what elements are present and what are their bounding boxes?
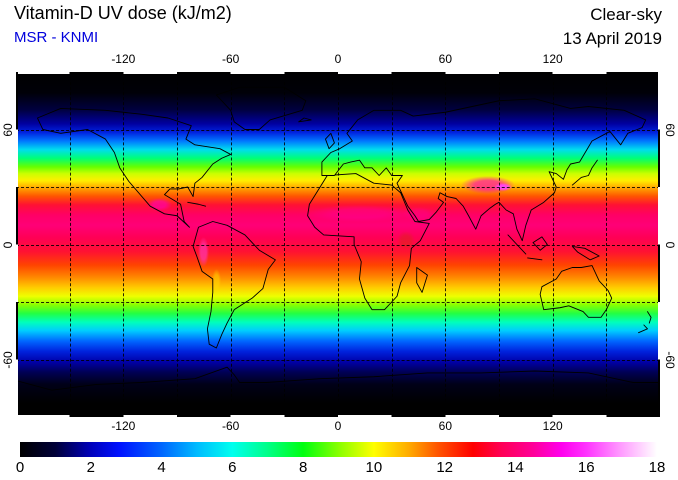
colorbar-gradient xyxy=(20,442,657,457)
colorbar-tick-label: 12 xyxy=(436,459,453,476)
coastline-continents xyxy=(37,87,645,348)
latitude-tick-label: -60 xyxy=(1,350,15,369)
longitude-tick-label: 0 xyxy=(334,52,342,66)
longitude-tick-label: -60 xyxy=(221,52,240,66)
gridline-parallel xyxy=(16,129,660,131)
latitude-tick-label: -60 xyxy=(663,350,677,369)
condition-block: Clear-sky 13 April 2019 xyxy=(563,3,662,51)
longitude-tick-label: 60 xyxy=(438,419,453,433)
gridline-parallel xyxy=(16,187,660,188)
longitude-tick-label: 0 xyxy=(334,419,342,433)
coastline-antarctica xyxy=(16,367,660,390)
page-title: Vitamin-D UV dose (kJ/m2) xyxy=(14,3,232,23)
latitude-tick-label: 0 xyxy=(1,241,15,248)
longitude-tick-label: -120 xyxy=(111,52,136,66)
map-border-left xyxy=(16,72,18,417)
gridline-parallel xyxy=(16,359,660,361)
world-uv-heatmap xyxy=(16,72,660,417)
longitude-tick-label: -60 xyxy=(221,419,240,433)
colorbar-tick-label: 18 xyxy=(648,459,666,476)
colorbar-tick-label: 4 xyxy=(157,459,166,476)
latitude-axis-left: 60 0 -60 xyxy=(1,72,15,417)
colorbar-tick-label: 16 xyxy=(577,459,595,476)
latitude-tick-label: 60 xyxy=(663,122,677,137)
longitude-axis-bottom: -120 -60 0 60 120 xyxy=(16,419,660,434)
anomaly-andes-north xyxy=(198,236,210,268)
gridline-parallel xyxy=(16,244,660,246)
longitude-tick-label: 120 xyxy=(542,52,563,66)
latitude-tick-label: 60 xyxy=(1,122,15,137)
longitude-tick-label: 60 xyxy=(438,52,453,66)
colorbar-tick-label: 2 xyxy=(86,459,95,476)
colorbar-tick-label: 6 xyxy=(228,459,237,476)
latitude-tick-label: 0 xyxy=(663,241,677,248)
sky-condition-label: Clear-sky xyxy=(590,5,662,24)
colorbar-tick-label: 14 xyxy=(507,459,524,476)
anomaly-tibetan-plateau-core xyxy=(493,183,512,191)
product-label: MSR - KNMI xyxy=(14,29,99,46)
latitude-axis-right: 60 0 -60 xyxy=(663,72,677,417)
longitude-tick-label: 120 xyxy=(542,419,563,433)
map-border-top xyxy=(16,72,660,74)
colorbar-tick-label: 0 xyxy=(15,459,25,476)
map-border-right xyxy=(658,72,660,417)
longitude-axis-top: -120 -60 0 60 120 xyxy=(16,52,660,67)
gridline-parallel xyxy=(16,302,660,303)
anomaly-sahel-band xyxy=(305,205,414,223)
date-label: 13 April 2019 xyxy=(562,29,662,48)
map-border-bottom xyxy=(16,415,660,417)
coastline-islands xyxy=(188,118,651,333)
colorbar-tick-label: 8 xyxy=(298,459,308,476)
world-coastline xyxy=(16,72,660,417)
anomaly-andes-south xyxy=(211,269,221,293)
colorbar-scale: 0 2 4 6 8 10 12 14 16 18 xyxy=(16,459,666,477)
colorbar-tick-label: 10 xyxy=(365,459,383,476)
longitude-tick-label: -120 xyxy=(111,419,136,433)
